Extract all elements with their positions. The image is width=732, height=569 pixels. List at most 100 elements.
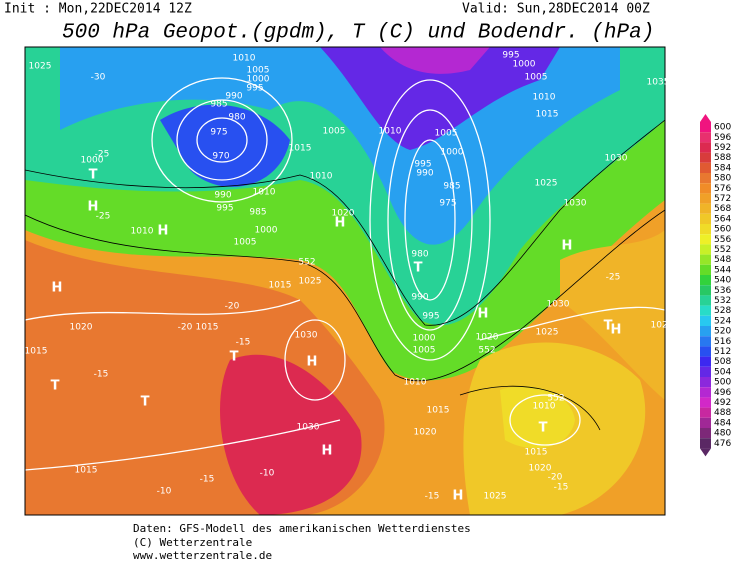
colorbar-label: 524 [714, 316, 731, 326]
contour-label: 1035 [647, 78, 670, 88]
colorbar-label: 584 [714, 163, 731, 173]
contour-label: 1000 [513, 60, 536, 70]
colorbar-swatch [700, 183, 711, 194]
pressure-center: H [453, 489, 464, 504]
pressure-center: T [230, 350, 239, 365]
colorbar-label: 568 [714, 204, 731, 214]
colorbar-label: 544 [714, 265, 731, 275]
colorbar-label: 576 [714, 184, 731, 194]
contour-label: 1010 [131, 227, 154, 237]
footer-source: Daten: GFS-Modell des amerikanischen Wet… [133, 522, 471, 535]
colorbar-swatch [700, 377, 711, 388]
contour-label: 1020 [332, 209, 355, 219]
colorbar-swatch [700, 407, 711, 418]
contour-label: 1025 [535, 179, 558, 189]
contour-label: 1000 [413, 334, 436, 344]
colorbar-swatch [700, 213, 711, 224]
map-frame [24, 46, 666, 516]
colorbar-swatch [700, 173, 711, 184]
contour-label: 990 [214, 191, 231, 201]
colorbar-label: 572 [714, 194, 731, 204]
pressure-center: H [562, 239, 573, 254]
contour-label: -10 [157, 487, 172, 497]
pressure-center: T [604, 319, 613, 334]
contour-label: 1020 [414, 428, 437, 438]
colorbar-swatch [700, 244, 711, 255]
contour-label: 1015 [196, 323, 219, 333]
colorbar-swatch [700, 315, 711, 326]
colorbar-label: 504 [714, 367, 731, 377]
pressure-center: H [52, 281, 63, 296]
pressure-center: H [158, 224, 169, 239]
contour-label: -15 [425, 492, 440, 502]
contour-label: 1010 [533, 93, 556, 103]
contour-label: 990 [225, 92, 242, 102]
pressure-center: T [539, 421, 548, 436]
contour-label: 1005 [525, 73, 548, 83]
pressure-center: T [51, 379, 60, 394]
contour-label: 995 [216, 204, 233, 214]
contour-label: 1010 [310, 172, 333, 182]
contour-label: -20 [225, 302, 240, 312]
contour-label: 1000 [81, 156, 104, 166]
init-time: Init : Mon,22DEC2014 12Z [4, 2, 192, 17]
contour-label: 1025 [536, 328, 559, 338]
colorbar-label: 596 [714, 133, 731, 143]
colorbar-swatch [700, 428, 711, 439]
colorbar-swatch [700, 397, 711, 408]
colorbar-label: 528 [714, 306, 731, 316]
colorbar-swatch [700, 224, 711, 235]
contour-label: 1005 [413, 346, 436, 356]
contour-label: 1015 [289, 144, 312, 154]
pressure-center: T [89, 168, 98, 183]
contour-label: 1015 [525, 448, 548, 458]
colorbar-label: 600 [714, 123, 731, 133]
contour-label: 1025 [29, 62, 52, 72]
contour-label: -15 [94, 370, 109, 380]
valid-time: Valid: Sun,28DEC2014 00Z [462, 2, 650, 17]
colorbar-label: 580 [714, 174, 731, 184]
colorbar-label: 512 [714, 347, 731, 357]
colorbar-label: 516 [714, 337, 731, 347]
map-field [25, 47, 665, 515]
pressure-center: H [322, 444, 333, 459]
colorbar-label: 556 [714, 235, 731, 245]
contour-label: 990 [411, 293, 428, 303]
contour-label: 985 [443, 182, 460, 192]
contour-label: 552 [298, 258, 315, 268]
colorbar-swatch [700, 438, 711, 449]
colorbar-swatch [700, 152, 711, 163]
colorbar-swatch [700, 142, 711, 153]
contour-label: 1010 [533, 402, 556, 412]
colorbar-swatch [700, 366, 711, 377]
contour-label: 995 [246, 84, 263, 94]
contour-label: 1000 [255, 226, 278, 236]
contour-label: 1005 [234, 238, 257, 248]
contour-label: -15 [236, 338, 251, 348]
contour-label: 990 [416, 169, 433, 179]
contour-label: 985 [249, 208, 266, 218]
contour-label: -25 [606, 273, 621, 283]
colorbar-swatch [700, 203, 711, 214]
contour-label: 975 [210, 128, 227, 138]
colorbar-swatch [700, 305, 711, 316]
colorbar-swatch [700, 417, 711, 428]
colorbar-label: 560 [714, 225, 731, 235]
colorbar-arrow-bottom [700, 448, 711, 457]
pressure-center: H [307, 355, 318, 370]
colorbar-swatch [700, 162, 711, 173]
contour-label: 1030 [564, 199, 587, 209]
colorbar-label: 548 [714, 255, 731, 265]
map-title: 500 hPa Geopot.(gpdm), T (C) und Bodendr… [62, 22, 654, 45]
contour-label: 1010 [253, 188, 276, 198]
contour-label: 995 [422, 312, 439, 322]
colorbar-swatch [700, 295, 711, 306]
contour-label: 552 [478, 346, 495, 356]
colorbar-swatch [700, 132, 711, 143]
contour-label: 1020 [476, 333, 499, 343]
colorbar-label: 552 [714, 245, 731, 255]
colorbar-swatch [700, 234, 711, 245]
contour-label: 1005 [247, 66, 270, 76]
